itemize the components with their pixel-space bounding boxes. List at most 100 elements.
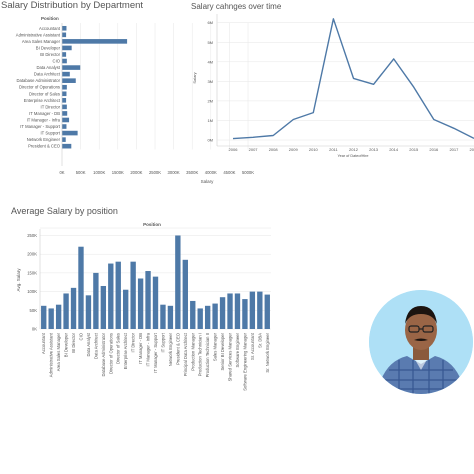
dept-category-label: Accountant (39, 26, 61, 31)
avg-category-label: Production Technician I (198, 333, 203, 376)
avg-chart-title: Average Salary by position (11, 206, 118, 216)
dept-category-label: IT Support (41, 131, 61, 136)
avg-bar (130, 261, 136, 329)
dept-x-tick: 500K (76, 170, 86, 175)
dept-category-label: Network Engineer (27, 137, 61, 142)
dept-category-label: Data Analyst (36, 65, 60, 70)
avg-bar (70, 287, 77, 329)
avg-bar (85, 295, 92, 329)
person-portrait-icon (369, 290, 473, 394)
dept-x-tick: 0K (59, 170, 64, 175)
time-x-tick: 2012 (349, 147, 359, 152)
avg-bar (212, 303, 218, 329)
avg-bar (108, 263, 114, 329)
dept-x-tick: 4500K (223, 170, 235, 175)
time-y-tick: 1M (207, 118, 213, 123)
avg-category-label: Shared Services Manager (228, 332, 233, 381)
avg-bar (227, 293, 233, 329)
time-y-tick: 0M (207, 138, 213, 143)
dept-category-label: Director of Sales (29, 91, 60, 96)
avg-bar (115, 261, 121, 329)
avg-category-label: Administrative Assistant (49, 332, 54, 377)
avg-y-tick: 0K (32, 327, 37, 332)
avg-category-label: IT Manager - DB (138, 333, 143, 364)
dept-bar (62, 52, 67, 57)
avg-bar (137, 278, 144, 329)
avg-bar (249, 291, 256, 329)
time-x-tick: 2013 (369, 147, 379, 152)
dept-bar (62, 39, 128, 44)
time-y-tick: 3M (207, 79, 213, 84)
dept-bar (62, 91, 67, 97)
avg-category-label: CIO (79, 332, 84, 340)
dept-category-label: BI Developer (36, 45, 61, 50)
dept-bar (62, 143, 72, 149)
time-x-tick: 2006 (229, 147, 239, 152)
avg-bar (152, 276, 159, 329)
avg-bar (41, 305, 47, 329)
dept-x-tick: 5000K (242, 170, 254, 175)
dept-bar (62, 78, 76, 83)
avg-category-label: Production Technician II (205, 333, 210, 377)
dept-category-label: Enterprise Architect (24, 98, 61, 103)
dept-x-tick: 1500K (112, 170, 124, 175)
time-x-tick: 2011 (329, 147, 338, 152)
dept-x-tick: 2500K (149, 170, 161, 175)
avg-category-label: Software Engineer (235, 332, 240, 367)
dept-category-label: IT Manager - Infra (27, 117, 61, 122)
avg-bar (100, 285, 107, 329)
avg-bar (175, 235, 181, 329)
time-y-label: Salary (192, 72, 197, 83)
time-chart-title: Salary cahnges over time (191, 2, 282, 11)
dept-bar (62, 137, 66, 142)
time-x-tick: 2008 (269, 147, 279, 152)
dept-bar (62, 111, 68, 116)
avg-bar (78, 246, 84, 329)
avg-bar (182, 259, 188, 329)
dept-category-label: Administrative Assistant (16, 32, 61, 37)
avg-bar (145, 271, 151, 329)
avg-category-label: Sales Manager (213, 332, 218, 361)
avg-bar (63, 293, 69, 329)
avg-bar (219, 297, 226, 329)
time-x-label: Year of DateofHire (337, 154, 368, 158)
avg-category-label: IT Support (161, 332, 166, 352)
avg-category-label: IT Manager - Infra (146, 332, 151, 366)
avg-category-label: Software Engineering Manager (242, 332, 247, 390)
avg-y-tick: 150K (27, 270, 37, 275)
avg-bar (48, 308, 54, 329)
avg-category-label: Sr. DBA (257, 333, 262, 348)
dept-category-label: Data Architect (34, 72, 61, 77)
dept-category-label: President & CEO (28, 144, 61, 149)
avg-bar (55, 304, 62, 329)
dept-bar (62, 84, 67, 90)
avg-bar (234, 293, 241, 329)
dept-bar (62, 25, 67, 31)
dept-x-label: Salary (201, 179, 215, 184)
dept-bar (62, 104, 67, 110)
avg-category-label: Data Analyst (86, 332, 91, 356)
avg-category-label: BI Director (71, 332, 76, 352)
time-x-tick: 2009 (289, 147, 299, 152)
dept-bar (62, 71, 70, 77)
avg-category-label: Director of Sales (116, 333, 121, 364)
time-x-tick: 2018 (470, 147, 474, 152)
avg-bar (264, 294, 270, 329)
dept-bar (62, 58, 67, 64)
avg-y-tick: 50K (30, 308, 38, 313)
avg-bar (190, 300, 196, 329)
time-y-tick: 5M (207, 40, 213, 45)
dept-chart-title: Salary Distribution by Department (1, 0, 144, 11)
avg-category-label: BI Developer (64, 332, 69, 357)
dept-header: Position (41, 16, 59, 21)
time-x-tick: 2016 (429, 147, 439, 152)
dept-x-tick: 4000K (205, 170, 217, 175)
dept-category-label: BI Director (40, 52, 60, 57)
dept-bar (62, 45, 72, 51)
avg-bar (160, 304, 166, 329)
dept-x-tick: 2000K (130, 170, 142, 175)
dept-category-label: Database Administrator (16, 78, 60, 83)
avg-header: Position (143, 222, 161, 227)
dept-category-label: CIO (53, 59, 61, 64)
